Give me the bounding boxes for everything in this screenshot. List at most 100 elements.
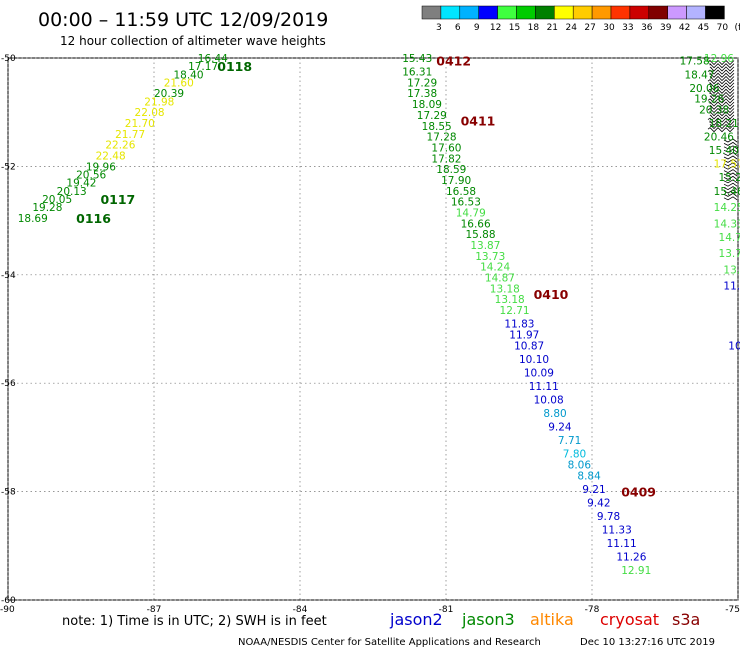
wave-height-label: 13.18 bbox=[495, 294, 525, 306]
wave-height-label: 9.24 bbox=[548, 422, 572, 434]
wave-height-label: 15.46 bbox=[714, 186, 740, 198]
wave-height-label: 11.11 bbox=[529, 381, 559, 393]
wave-height-label: 13.93 bbox=[723, 264, 740, 276]
colorbar-swatch bbox=[572, 5, 593, 20]
wave-height-label: 15.88 bbox=[465, 229, 495, 241]
y-tick-label: -56 bbox=[1, 379, 16, 389]
colorbar-label: 18 bbox=[528, 23, 540, 33]
time-marker-label: 0409 bbox=[621, 485, 656, 500]
x-tick-label: -87 bbox=[147, 605, 162, 615]
colorbar-swatch bbox=[497, 5, 517, 20]
wave-height-label: 22.26 bbox=[105, 140, 135, 152]
chart-subtitle: 12 hour collection of altimeter wave hei… bbox=[60, 34, 326, 48]
x-tick-label: -81 bbox=[439, 605, 454, 615]
wave-height-label: 11.11 bbox=[607, 538, 637, 550]
wave-height-label: 11.83 bbox=[504, 319, 534, 331]
wave-height-label: 17.90 bbox=[441, 175, 471, 187]
colorbar-label: 24 bbox=[565, 23, 577, 33]
time-marker-label: 0116 bbox=[76, 211, 111, 226]
wave-height-label: 20.56 bbox=[76, 170, 106, 182]
y-tick-label: -60 bbox=[1, 596, 16, 606]
wave-height-label: 22.08 bbox=[135, 107, 165, 119]
wave-height-label: 13.72 bbox=[719, 248, 740, 260]
colorbar-swatch bbox=[535, 5, 555, 20]
colorbar-swatch bbox=[554, 5, 574, 20]
time-markers: 0118 0117 0116 0412 0411 0410 0409 bbox=[76, 54, 656, 500]
wave-height-label: 18.55 bbox=[422, 121, 452, 133]
wave-height-label: 13.18 bbox=[490, 283, 520, 295]
y-tick-label: -58 bbox=[1, 488, 16, 498]
wave-height-label: 10.09 bbox=[524, 367, 554, 379]
colorbar-label: 15 bbox=[509, 23, 520, 33]
colorbar-label: 39 bbox=[660, 23, 672, 33]
colorbar-swatch bbox=[459, 5, 479, 20]
wave-height-label: 19.28 bbox=[32, 202, 62, 214]
wave-height-label: 9.21 bbox=[582, 484, 605, 496]
x-tick-label: -84 bbox=[293, 605, 308, 615]
legend-entry-altika: altika bbox=[530, 610, 574, 629]
wave-height-label: 20.06 bbox=[689, 83, 719, 95]
colorbar-label: 42 bbox=[679, 23, 690, 33]
wave-height-label: 19.96 bbox=[86, 161, 116, 173]
wave-height-label: 17.58 bbox=[680, 56, 710, 68]
wave-height-label: 18.59 bbox=[436, 164, 466, 176]
wave-height-label: 17.60 bbox=[431, 142, 461, 154]
wave-height-label: 15.43 bbox=[402, 53, 432, 65]
wave-height-label: 17.82 bbox=[431, 153, 461, 165]
wave-height-label: 11.33 bbox=[602, 525, 632, 537]
axis-ticks: -90 -87 -84 -81 -78 -75 -50 -52 -54 -56 -58 -60 bbox=[0, 54, 740, 615]
wave-height-label: 21.98 bbox=[144, 96, 174, 108]
colorbar-swatch bbox=[629, 5, 650, 20]
legend-entry-jason3: jason3 bbox=[461, 610, 515, 629]
wave-height-label: 17.17 bbox=[188, 61, 218, 73]
wave-height-label: 10.08 bbox=[534, 394, 564, 406]
colorbar-swatch bbox=[591, 5, 612, 20]
wave-height-label: 16.58 bbox=[446, 186, 476, 198]
chart-title: 00:00 – 11:59 UTC 12/09/2019 bbox=[38, 9, 328, 31]
time-marker-label: 0117 bbox=[100, 192, 135, 207]
wave-height-label: 10.87 bbox=[514, 340, 544, 352]
wave-height-label: 11.61 bbox=[723, 281, 740, 293]
colorbar-swatch bbox=[440, 5, 461, 20]
wave-height-label: 15.40 bbox=[709, 145, 739, 157]
y-tick-label: -52 bbox=[1, 162, 16, 172]
wave-height-label: 18.47 bbox=[684, 69, 714, 81]
wave-height-label: 10.10 bbox=[519, 354, 549, 366]
wave-height-label: 20.05 bbox=[42, 194, 72, 206]
x-tick-label: -78 bbox=[585, 605, 600, 615]
wave-height-label: 7.71 bbox=[558, 435, 581, 447]
wave-height-label: 9.78 bbox=[597, 511, 620, 523]
x-tick-label: -75 bbox=[725, 605, 740, 615]
wave-height-label: 7.80 bbox=[563, 449, 586, 461]
colorbar-swatch bbox=[648, 5, 668, 20]
wave-height-label: 12.71 bbox=[500, 305, 530, 317]
time-marker-label: 0118 bbox=[217, 59, 252, 74]
wave-height-label: 13.73 bbox=[475, 251, 505, 263]
x-tick-label: -90 bbox=[0, 605, 15, 615]
wave-height-label: 16.53 bbox=[451, 197, 481, 209]
wave-height-label: 21.77 bbox=[115, 129, 145, 141]
footer-credit: NOAA/NESDIS Center for Satellite Applica… bbox=[238, 637, 541, 648]
colorbar-swatch bbox=[421, 5, 442, 20]
legend-entry-s3a: s3a bbox=[672, 610, 700, 629]
colorbar-swatch bbox=[686, 5, 706, 20]
wave-height-label: 20.46 bbox=[704, 132, 734, 144]
time-marker-label: 0410 bbox=[534, 287, 569, 302]
wave-height-label: 13.87 bbox=[470, 240, 500, 252]
colorbar-label: (ft) bbox=[735, 23, 740, 33]
wave-height-label: 12.96 bbox=[704, 53, 734, 65]
colorbar-label: 30 bbox=[603, 23, 615, 33]
colorbar-label: 12 bbox=[490, 23, 501, 33]
colorbar-swatch bbox=[516, 5, 536, 20]
wave-height-label: 19.42 bbox=[66, 178, 96, 190]
colorbar-label: 45 bbox=[698, 23, 709, 33]
colorbar-label: 3 bbox=[436, 23, 442, 33]
wave-height-label: 20.38 bbox=[699, 104, 729, 116]
grid-lines bbox=[7, 57, 739, 601]
wave-height-label: 18.40 bbox=[173, 69, 203, 81]
colorbar-label: 27 bbox=[584, 23, 595, 33]
legend-entry-cryosat: cryosat bbox=[600, 610, 659, 629]
wave-height-label: 21.70 bbox=[125, 118, 155, 130]
